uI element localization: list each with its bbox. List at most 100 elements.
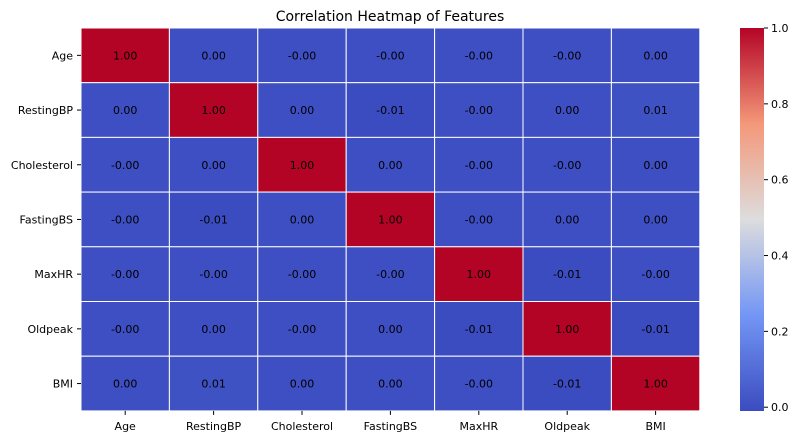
- y-tick-label: FastingBS: [20, 213, 73, 226]
- cell-annotation: -0.00: [641, 268, 669, 281]
- cell-annotation: -0.00: [465, 213, 493, 226]
- chart-title: Correlation Heatmap of Features: [276, 9, 505, 25]
- x-tick-label: Age: [115, 420, 137, 433]
- cell-annotation: 1.00: [467, 268, 492, 281]
- heatmap-cell: [610, 82, 701, 138]
- cell-annotation: -0.00: [376, 49, 404, 62]
- heatmap-cell: [257, 246, 347, 303]
- colorbar-tick-label: 0.4: [771, 250, 789, 263]
- x-tick-label: Oldpeak: [544, 420, 590, 433]
- heatmap-cell: [434, 136, 524, 193]
- heatmap-cell: [80, 355, 170, 412]
- colorbar-tick-label: 0.2: [771, 325, 789, 338]
- heatmap-cells: 1.00 0.00 -0.00 -0.00 -0.00 -0.00 0.00 0.00 1.00…: [80, 27, 701, 412]
- cell-annotation: 0.00: [378, 378, 403, 391]
- heatmap-cell: [610, 191, 701, 248]
- cell-annotation: 0.00: [555, 104, 580, 117]
- heatmap-cell: [80, 27, 170, 84]
- heatmap-cell: [257, 355, 347, 412]
- heatmap-cell: [168, 191, 259, 248]
- x-tick-label: MaxHR: [459, 420, 498, 433]
- cell-annotation: 0.00: [201, 323, 226, 336]
- heatmap-cell: [168, 27, 259, 84]
- cell-annotation: -0.01: [199, 213, 227, 226]
- heatmap-cell: [610, 136, 701, 193]
- cell-annotation: -0.00: [111, 268, 139, 281]
- heatmap-cell: [80, 246, 170, 303]
- heatmap-cell: [345, 301, 436, 357]
- cell-annotation: 0.00: [643, 49, 668, 62]
- cell-annotation: -0.01: [553, 268, 581, 281]
- heatmap-cell: [610, 301, 701, 357]
- cell-annotation: -0.00: [111, 323, 139, 336]
- heatmap-cell: [168, 301, 259, 357]
- x-tick-label: Cholesterol: [271, 420, 333, 433]
- y-tick-label: BMI: [53, 378, 73, 391]
- heatmap-cell: [522, 355, 612, 412]
- cell-annotation: 0.00: [290, 213, 315, 226]
- heatmap-cell: [345, 27, 436, 84]
- heatmap-cell: [522, 191, 612, 248]
- cell-annotation: 0.00: [378, 159, 403, 172]
- cell-annotation: 1.00: [201, 104, 226, 117]
- heatmap-cell: [345, 136, 436, 193]
- heatmap-cell: [168, 136, 259, 193]
- cell-annotation: -0.00: [199, 268, 227, 281]
- cell-annotation: 0.00: [113, 104, 138, 117]
- cell-annotation: 1.00: [378, 213, 403, 226]
- heatmap-cell: [80, 191, 170, 248]
- cell-annotation: 0.00: [201, 159, 226, 172]
- cell-annotation: -0.00: [465, 159, 493, 172]
- cell-annotation: 0.00: [201, 49, 226, 62]
- cell-annotation: -0.00: [111, 159, 139, 172]
- heatmap-cell: [257, 136, 347, 193]
- heatmap-cell: [610, 355, 701, 412]
- cell-annotation: 1.00: [555, 323, 580, 336]
- cell-annotation: 1.00: [290, 159, 315, 172]
- cell-annotation: 0.01: [643, 104, 668, 117]
- heatmap-cell: [80, 301, 170, 357]
- heatmap-cell: [522, 136, 612, 193]
- cell-annotation: 1.00: [643, 378, 668, 391]
- cell-annotation: -0.00: [288, 268, 316, 281]
- cell-annotation: -0.00: [288, 323, 316, 336]
- cell-annotation: -0.00: [465, 378, 493, 391]
- y-tick-label: MaxHR: [34, 268, 73, 281]
- cell-annotation: 0.01: [201, 378, 226, 391]
- cell-annotation: -0.01: [376, 104, 404, 117]
- colorbar-tick-label: 0.0: [771, 401, 789, 414]
- colorbar-tick-label: 0.8: [771, 98, 789, 111]
- colorbar-tick-label: 1.0: [771, 22, 789, 35]
- cell-annotation: 0.00: [378, 323, 403, 336]
- cell-annotation: 1.00: [113, 49, 138, 62]
- heatmap-cell: [257, 27, 347, 84]
- x-tick-label: FastingBS: [364, 420, 417, 433]
- cell-annotation: -0.01: [465, 323, 493, 336]
- cell-annotation: 0.00: [113, 378, 138, 391]
- y-tick-label: Age: [52, 49, 74, 62]
- heatmap-cell: [257, 82, 347, 138]
- heatmap-cell: [345, 355, 436, 412]
- cell-annotation: 0.00: [290, 104, 315, 117]
- cell-annotation: 0.00: [555, 213, 580, 226]
- y-tick-label: Oldpeak: [27, 323, 73, 336]
- cell-annotation: -0.00: [465, 49, 493, 62]
- cell-annotation: -0.00: [465, 104, 493, 117]
- cell-annotation: 0.00: [290, 378, 315, 391]
- heatmap-cell: [434, 355, 524, 412]
- cell-annotation: -0.00: [553, 49, 581, 62]
- colorbar: [740, 28, 764, 411]
- heatmap-cell: [434, 82, 524, 138]
- cell-annotation: -0.01: [641, 323, 669, 336]
- cell-annotation: -0.00: [111, 213, 139, 226]
- colorbar-tick-label: 0.6: [771, 174, 789, 187]
- y-tick-label: RestingBP: [18, 104, 74, 117]
- heatmap-cell: [522, 27, 612, 84]
- x-axis-labels: Age RestingBP Cholesterol FastingBS MaxHR Old…: [115, 410, 666, 433]
- x-tick-label: RestingBP: [186, 420, 242, 433]
- colorbar-ticks: 0.0 0.2 0.4 0.6 0.8 1.0: [764, 22, 789, 414]
- heatmap-cell: [434, 301, 524, 357]
- heatmap-cell: [345, 191, 436, 248]
- cell-annotation: 0.00: [643, 159, 668, 172]
